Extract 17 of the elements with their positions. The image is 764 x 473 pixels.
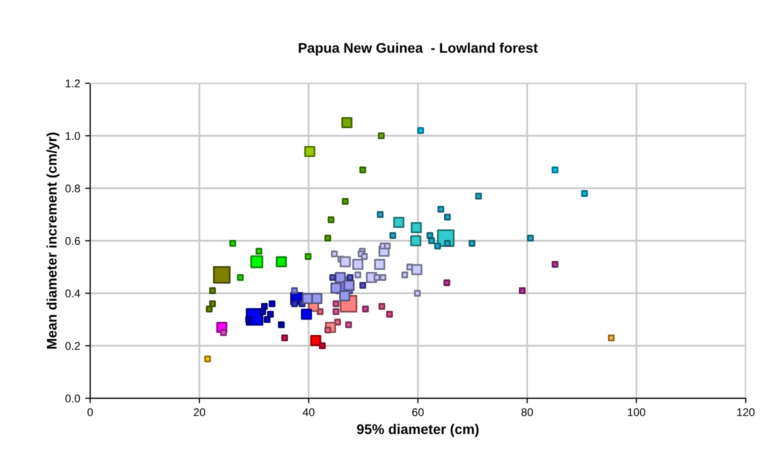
x-tick-label: 60 xyxy=(412,408,424,416)
y-axis-title: Mean diameter increment (cm/yr) xyxy=(46,132,60,349)
x-tick-label: 120 xyxy=(737,408,754,416)
y-tick-label: 0.4 xyxy=(65,290,80,298)
y-tick-label: 1.0 xyxy=(66,132,80,140)
x-tick-label: 40 xyxy=(302,408,314,416)
y-tick-label: 0.2 xyxy=(65,342,80,350)
x-tick-label: 0 xyxy=(87,408,93,416)
x-tick-label: 100 xyxy=(628,408,646,416)
x-tick-label: 20 xyxy=(194,408,206,416)
x-axis-title: 95% diameter (cm) xyxy=(357,424,479,437)
x-tick-label: 80 xyxy=(521,408,533,416)
y-tick-label: 0.0 xyxy=(65,394,80,402)
y-tick-label: 0.6 xyxy=(65,237,80,245)
chart-title: Papua New Guinea - Lowland forest xyxy=(298,42,538,56)
y-tick-label: 0.8 xyxy=(65,184,80,192)
y-tick-label: 1.2 xyxy=(66,80,80,88)
